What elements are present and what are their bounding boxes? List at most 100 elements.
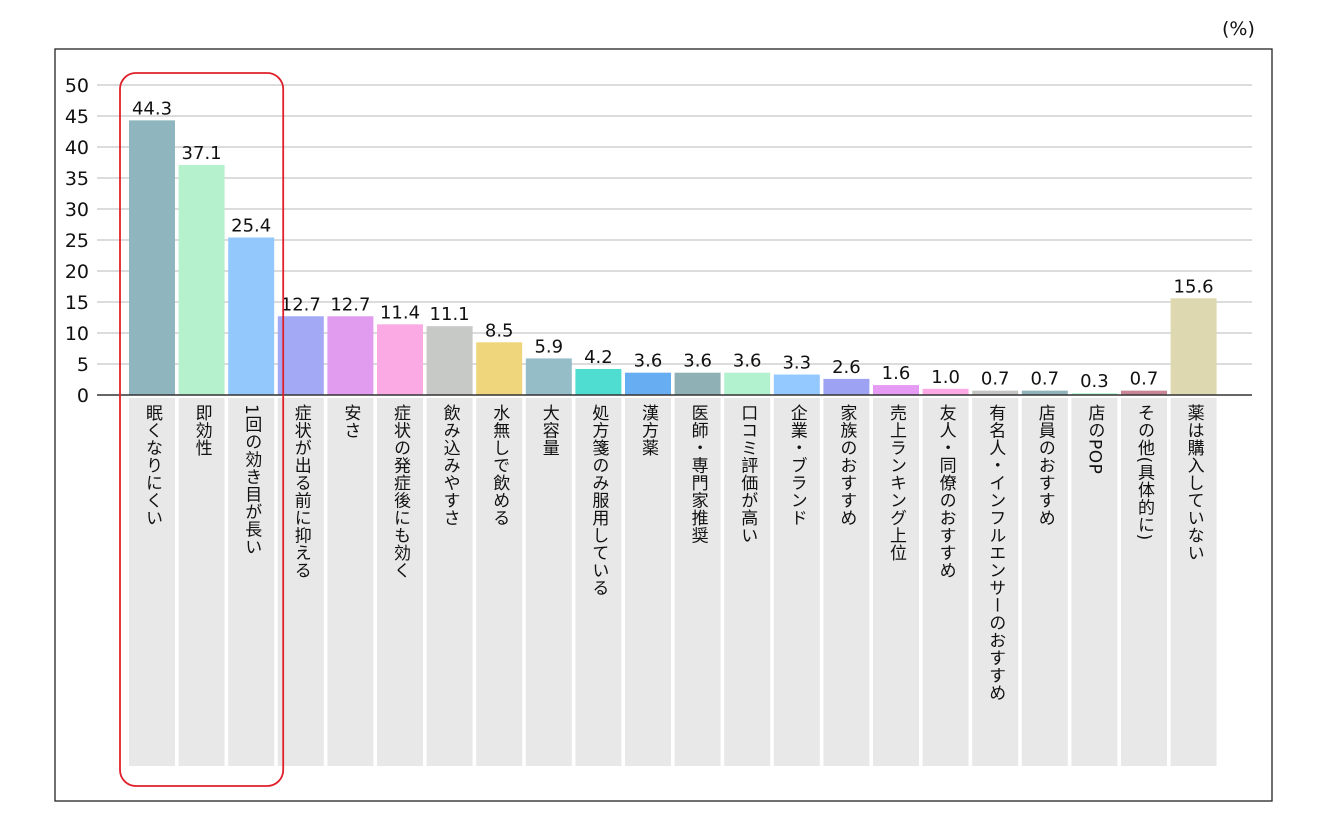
y-tick-label: 45 (65, 106, 89, 128)
y-tick-label: 50 (65, 75, 89, 97)
value-label: 3.6 (733, 351, 762, 372)
label-band (277, 398, 324, 766)
chart-frame (54, 48, 1273, 802)
category-label: 飲み込みやすさ (439, 404, 460, 527)
bar (1071, 393, 1118, 395)
category-label: 処方箋のみ服用している (588, 404, 609, 597)
bar (972, 390, 1019, 395)
bar (476, 342, 523, 395)
bar (674, 372, 721, 395)
bar (724, 372, 771, 395)
category-label: 症状が出る前に抑える (290, 404, 311, 579)
value-label: 0.7 (1130, 369, 1159, 390)
bar (277, 316, 324, 395)
bar (773, 374, 820, 395)
value-label: 0.7 (981, 369, 1010, 390)
label-band (1021, 398, 1068, 766)
value-label: 11.4 (380, 302, 420, 323)
bar (1170, 298, 1217, 395)
label-band (377, 398, 423, 766)
label-bands (129, 398, 1217, 766)
bar (1121, 390, 1167, 395)
category-label: 安さ (340, 404, 361, 439)
label-band (476, 398, 523, 766)
y-tick-label: 40 (65, 137, 89, 159)
category-label: 店員のおすすめ (1034, 404, 1055, 527)
category-label: 1回の効き目が長い (241, 404, 262, 556)
label-band (178, 398, 225, 766)
y-tick-label: 35 (65, 168, 89, 190)
value-label: 15.6 (1174, 276, 1214, 297)
value-label: 8.5 (485, 320, 514, 341)
label-band (972, 398, 1019, 766)
category-label: 漢方薬 (638, 404, 658, 457)
category-label: その他(具体的に) (1134, 404, 1154, 541)
label-band (575, 398, 622, 766)
bar (625, 372, 671, 395)
value-label: 3.6 (683, 351, 712, 372)
bar (178, 164, 225, 395)
value-label: 11.1 (430, 304, 470, 325)
label-band (327, 398, 374, 766)
category-label: 薬は購入していない (1183, 404, 1204, 562)
category-label: 水無しで飲める (489, 404, 510, 527)
category-label: 医師・専門家推奨 (687, 404, 708, 544)
highlight-box (119, 72, 285, 787)
value-label: 3.3 (782, 353, 811, 374)
bar (525, 358, 572, 395)
bar (327, 316, 374, 395)
bar (377, 324, 423, 395)
y-tick-label: 15 (65, 292, 89, 314)
y-axis-ticks: 0 5 10 15 20 25 30 35 40 45 50 (65, 75, 89, 407)
bar (575, 368, 622, 395)
value-label: 25.4 (231, 216, 271, 237)
label-band (525, 398, 572, 766)
label-band (228, 398, 275, 766)
bar (922, 388, 969, 395)
value-labels: 44.3 37.1 25.4 12.7 12.7 11.4 11.1 8.5 5.9 4.2 3.6… (132, 98, 1214, 392)
label-band (129, 398, 175, 766)
label-band (724, 398, 771, 766)
bar (823, 378, 870, 395)
bar (426, 326, 473, 395)
category-label: 企業・ブランド (786, 404, 807, 527)
category-label: 友人・同僚のおすすめ (935, 404, 956, 579)
y-tick-label: 20 (65, 261, 89, 283)
label-band (1121, 398, 1167, 766)
label-band (873, 398, 919, 766)
value-label: 3.6 (634, 351, 663, 372)
bar (873, 385, 919, 395)
category-label: 売上ランキング上位 (886, 404, 906, 562)
value-label: 0.3 (1080, 371, 1109, 392)
bar (228, 237, 275, 395)
category-label: 家族のおすすめ (836, 404, 857, 527)
y-tick-label: 25 (65, 230, 89, 252)
label-band (773, 398, 820, 766)
bars (129, 120, 1217, 395)
label-band (426, 398, 473, 766)
category-label: 有名人・インフルエンサーのおすすめ (985, 404, 1006, 702)
value-label: 0.7 (1030, 369, 1059, 390)
value-label: 5.9 (534, 336, 563, 357)
y-tick-label: 5 (77, 354, 89, 376)
label-band (922, 398, 969, 766)
category-label: 口コミ評価が高い (737, 404, 758, 544)
category-label: 店のPOP (1084, 404, 1105, 475)
bar (1021, 390, 1068, 395)
category-label: 症状の発症後にも効く (390, 404, 410, 579)
category-label: 大容量 (538, 404, 559, 457)
y-tick-label: 30 (65, 199, 89, 221)
highlight-group (119, 72, 285, 787)
bar (129, 120, 175, 395)
category-label: 眠くなりにくい (142, 404, 162, 527)
value-label: 44.3 (132, 98, 172, 119)
y-tick-label: 0 (77, 385, 89, 407)
label-band (1170, 398, 1217, 766)
value-label: 12.7 (281, 294, 321, 315)
value-label: 4.2 (584, 347, 613, 368)
label-band (823, 398, 870, 766)
value-label: 12.7 (330, 294, 370, 315)
category-label: 即効性 (191, 404, 212, 457)
label-band (625, 398, 671, 766)
